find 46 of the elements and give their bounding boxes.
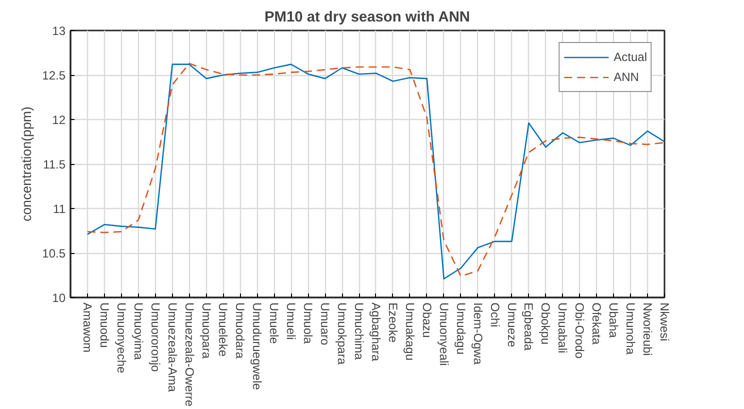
x-tick-label: Umueze bbox=[504, 302, 519, 348]
x-tick-label: Umuabali bbox=[556, 302, 570, 354]
y-tick-label: 13 bbox=[52, 24, 66, 38]
x-tick-label: Agbaghara bbox=[368, 302, 383, 362]
x-tick-label: Umuororonjo bbox=[148, 302, 162, 372]
x-tick-label: Obokpu bbox=[538, 302, 553, 345]
x-tick-label: Obazu bbox=[420, 302, 434, 338]
y-tick-label: 10.5 bbox=[42, 246, 66, 260]
x-tick-label: Amawom bbox=[80, 302, 94, 353]
chart-title: PM10 at dry season with ANN bbox=[264, 10, 470, 26]
x-tick-label: Umuonyeche bbox=[114, 302, 128, 374]
x-tick-label: Umuodu bbox=[97, 302, 112, 348]
x-tick-label: Idem-Ogwa bbox=[470, 302, 485, 365]
x-tick-label: Umuokpara bbox=[335, 302, 350, 365]
x-tick-label: Ezeoke bbox=[386, 302, 400, 343]
y-tick-label: 11.5 bbox=[43, 158, 66, 172]
x-tick-label: Ochi bbox=[488, 302, 502, 328]
x-tick-label: Umuezeala-Ama bbox=[165, 302, 180, 392]
y-tick-label: 11 bbox=[53, 202, 66, 216]
x-tick-label: Umuonyeali bbox=[436, 302, 451, 366]
x-tick-label: Ubaha bbox=[606, 302, 621, 338]
legend-label: ANN bbox=[614, 70, 639, 84]
x-tick-label: Umuola bbox=[301, 302, 316, 344]
y-tick-label: 12.5 bbox=[42, 68, 66, 82]
x-tick-label: Umunoha bbox=[624, 302, 638, 355]
x-tick-label: Umuchima bbox=[352, 302, 366, 360]
y-tick-label: 10 bbox=[52, 291, 66, 305]
x-tick-label: Umudagu bbox=[454, 302, 468, 355]
legend-label: Actual bbox=[614, 50, 647, 64]
x-tick-label: Umuaro bbox=[318, 302, 332, 346]
x-tick-label: Umuopara bbox=[199, 302, 214, 359]
x-tick-label: Egbeada bbox=[522, 302, 536, 351]
x-tick-label: Obi-Orodo bbox=[572, 302, 587, 359]
x-tick-label: Umuoyima bbox=[131, 302, 146, 360]
x-tick-label: Umuodara bbox=[233, 302, 248, 359]
x-tick-label: Nworieubi bbox=[640, 302, 655, 356]
x-tick-label: Umuduruegwele bbox=[250, 302, 264, 390]
x-tick-label: Umuakagu bbox=[402, 302, 417, 361]
x-tick-label: Umueli bbox=[284, 302, 298, 340]
y-axis-title: concentration(ppm) bbox=[19, 106, 34, 222]
x-tick-label: Nkwesi bbox=[658, 302, 672, 342]
y-tick-label: 12 bbox=[52, 113, 66, 127]
x-tick-label: Ofekata bbox=[590, 302, 604, 345]
x-tick-label: Umueleke bbox=[216, 302, 230, 357]
x-tick-label: Umuele bbox=[267, 302, 282, 344]
x-tick-label: Umuezeala-Owerre bbox=[182, 302, 196, 407]
